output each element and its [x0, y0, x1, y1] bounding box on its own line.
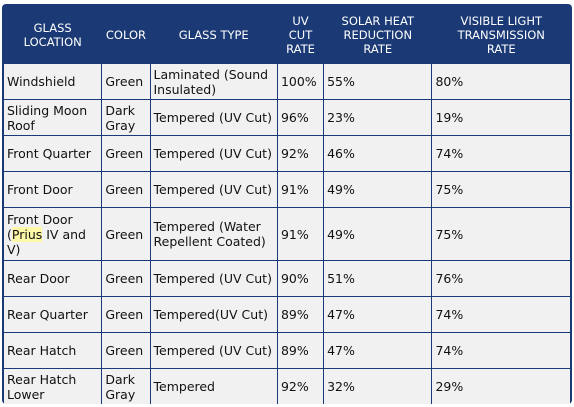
cell-color: Dark Gray [102, 369, 150, 404]
cell-location: Windshield [4, 64, 102, 99]
table-row: Rear Door Green Tempered (UV Cut) 90% 51… [4, 261, 570, 296]
cell-visible-light: 80% [432, 64, 570, 99]
glass-spec-table: GLASS LOCATION COLOR GLASS TYPE UV CUT RATE… [3, 5, 571, 405]
cell-solar-heat: 55% [324, 64, 432, 99]
cell-solar-heat: 23% [324, 100, 432, 135]
table-row: Front Door (Prius IV and V) Green Temper… [4, 208, 570, 260]
cell-visible-light: 29% [432, 369, 570, 404]
cell-glass-type: Tempered (UV Cut) [150, 100, 277, 135]
cell-uv-cut: 91% [277, 208, 324, 260]
cell-solar-heat: 49% [324, 172, 432, 207]
table-row: Sliding Moon Roof Dark Gray Tempered (UV… [4, 100, 570, 135]
cell-glass-type: Tempered (Water Repellent Coated) [150, 208, 277, 260]
cell-uv-cut: 92% [277, 369, 324, 404]
cell-visible-light: 75% [432, 172, 570, 207]
cell-location: Rear Quarter [4, 297, 102, 332]
cell-glass-type: Tempered (UV Cut) [150, 261, 277, 296]
cell-uv-cut: 89% [277, 297, 324, 332]
cell-solar-heat: 47% [324, 333, 432, 368]
cell-uv-cut: 100% [277, 64, 324, 99]
header-color: COLOR [102, 6, 150, 63]
header-glass-location: GLASS LOCATION [4, 6, 102, 63]
cell-solar-heat: 51% [324, 261, 432, 296]
table-row: Rear Quarter Green Tempered(UV Cut) 89% … [4, 297, 570, 332]
cell-location: Front Door [4, 172, 102, 207]
cell-visible-light: 74% [432, 297, 570, 332]
cell-solar-heat: 32% [324, 369, 432, 404]
header-row: GLASS LOCATION COLOR GLASS TYPE UV CUT RATE… [4, 6, 570, 63]
cell-uv-cut: 90% [277, 261, 324, 296]
cell-visible-light: 74% [432, 333, 570, 368]
table-row: Windshield Green Laminated (Sound Insula… [4, 64, 570, 99]
cell-glass-type: Tempered(UV Cut) [150, 297, 277, 332]
table-row: Rear Hatch Green Tempered (UV Cut) 89% 4… [4, 333, 570, 368]
cell-color: Green [102, 261, 150, 296]
cell-color: Green [102, 208, 150, 260]
cell-visible-light: 76% [432, 261, 570, 296]
cell-uv-cut: 96% [277, 100, 324, 135]
cell-location: Rear Hatch Lower [4, 369, 102, 404]
cell-location: Front Door (Prius IV and V) [4, 208, 102, 260]
cell-glass-type: Laminated (Sound Insulated) [150, 64, 277, 99]
cell-glass-type: Tempered [150, 369, 277, 404]
cell-visible-light: 75% [432, 208, 570, 260]
cell-solar-heat: 47% [324, 297, 432, 332]
cell-glass-type: Tempered (UV Cut) [150, 333, 277, 368]
cell-glass-type: Tempered (UV Cut) [150, 172, 277, 207]
header-solar-heat-reduction-rate: SOLAR HEAT REDUCTION RATE [324, 6, 432, 63]
cell-uv-cut: 91% [277, 172, 324, 207]
table-row: Front Door Green Tempered (UV Cut) 91% 4… [4, 172, 570, 207]
table-row: Rear Hatch Lower Dark Gray Tempered 92% … [4, 369, 570, 404]
cell-color: Green [102, 297, 150, 332]
glass-spec-table-frame: GLASS LOCATION COLOR GLASS TYPE UV CUT RATE… [2, 4, 572, 404]
cell-uv-cut: 92% [277, 136, 324, 171]
cell-visible-light: 74% [432, 136, 570, 171]
cell-color: Green [102, 172, 150, 207]
cell-glass-type: Tempered (UV Cut) [150, 136, 277, 171]
header-glass-type: GLASS TYPE [150, 6, 277, 63]
cell-uv-cut: 89% [277, 333, 324, 368]
cell-color: Dark Gray [102, 100, 150, 135]
cell-color: Green [102, 136, 150, 171]
cell-location: Sliding Moon Roof [4, 100, 102, 135]
cell-visible-light: 19% [432, 100, 570, 135]
cell-color: Green [102, 333, 150, 368]
cell-color: Green [102, 64, 150, 99]
cell-location: Front Quarter [4, 136, 102, 171]
cell-location: Rear Hatch [4, 333, 102, 368]
cell-solar-heat: 49% [324, 208, 432, 260]
cell-solar-heat: 46% [324, 136, 432, 171]
header-visible-light-transmission-rate: VISIBLE LIGHT TRANSMISSION RATE [432, 6, 570, 63]
table-row: Front Quarter Green Tempered (UV Cut) 92… [4, 136, 570, 171]
header-uv-cut-rate: UV CUT RATE [277, 6, 324, 63]
highlighted-text: Prius [11, 226, 43, 242]
cell-location: Rear Door [4, 261, 102, 296]
